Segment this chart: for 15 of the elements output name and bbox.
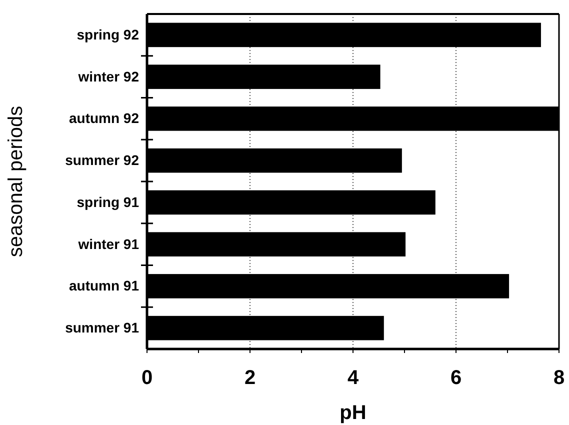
y-tick-label: winter 92 [77, 68, 140, 84]
x-tick-label: 8 [553, 367, 565, 389]
y-tick-label: spring 91 [76, 194, 140, 210]
x-tick-label: 6 [450, 367, 462, 389]
y-tick-label: winter 91 [77, 236, 140, 252]
x-tick-label: 4 [347, 367, 360, 389]
x-tick-label: 2 [244, 367, 256, 389]
x-axis-title: pH [340, 402, 366, 424]
y-tick-label: summer 91 [65, 320, 140, 336]
y-tick-label: autumn 91 [68, 278, 140, 294]
y-tick-label: autumn 92 [68, 110, 140, 126]
y-axis-title: seasonal periods [5, 106, 27, 258]
x-tick-label: 0 [141, 367, 153, 389]
y-tick-label: spring 92 [76, 26, 140, 42]
y-tick-label: summer 92 [65, 152, 140, 168]
